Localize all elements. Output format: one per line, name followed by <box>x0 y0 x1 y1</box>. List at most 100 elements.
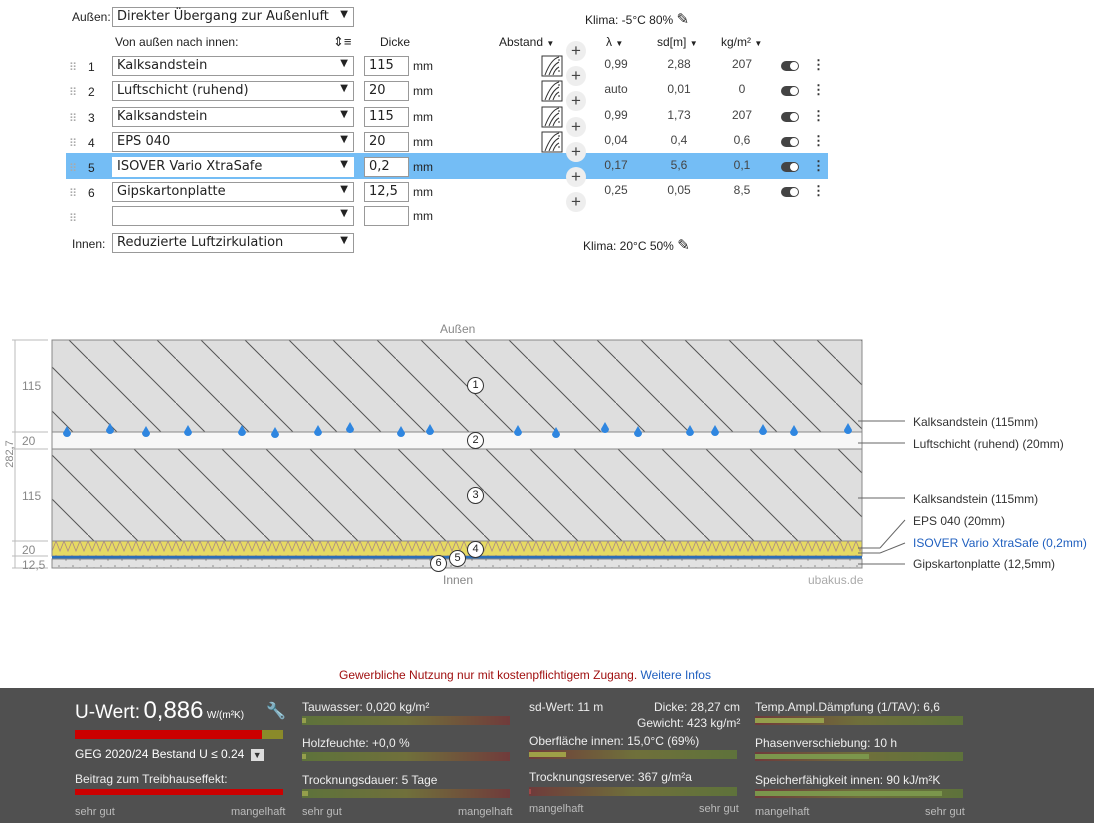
layer-toggle[interactable] <box>781 162 799 172</box>
material-select[interactable]: Luftschicht (ruhend) ▼ <box>112 81 354 101</box>
more-info-link[interactable]: Weitere Infos <box>640 668 711 682</box>
air-gap-icon[interactable] <box>541 55 563 77</box>
wrench-icon[interactable]: 🔧 <box>266 703 286 720</box>
drag-handle-icon[interactable]: ⠿ <box>69 188 78 200</box>
drag-handle-icon[interactable]: ⠿ <box>69 163 78 175</box>
material-select[interactable]: Kalksandstein ▼ <box>112 107 354 127</box>
drag-handle-icon[interactable]: ⠿ <box>69 113 78 125</box>
material-value: Luftschicht (ruhend) <box>117 83 249 98</box>
material-select-empty[interactable]: ▼ <box>112 206 354 226</box>
edit-icon[interactable]: ✎ <box>676 11 690 28</box>
drag-handle-icon[interactable]: ⠿ <box>69 138 78 150</box>
holzfeuchte: Holzfeuchte: +0,0 % <box>302 736 410 750</box>
chevron-down-icon: ▼ <box>340 83 348 94</box>
lambda-value[interactable]: auto <box>604 82 628 96</box>
chevron-down-icon: ▼ <box>340 9 348 20</box>
add-layer-button[interactable]: + <box>566 91 586 111</box>
thickness-input[interactable]: 115 <box>364 107 409 127</box>
material-value: ISOVER Vario XtraSafe <box>117 159 263 174</box>
unit-mm: mm <box>413 84 433 98</box>
scale-good: sehr gut <box>302 806 342 818</box>
inside-select[interactable]: Reduzierte Luftzirkulation ▼ <box>112 233 354 253</box>
thickness-input[interactable]: 12,5 <box>364 182 409 202</box>
lambda-header[interactable]: λ ▼ <box>606 35 623 49</box>
drag-handle-icon[interactable]: ⠿ <box>69 87 78 99</box>
layer-3-shape <box>51 448 863 542</box>
add-layer-button[interactable]: + <box>566 66 586 86</box>
climate-inside[interactable]: Klima: 20°C 50% ✎ <box>583 236 690 254</box>
climate-inside-text: Klima: 20°C 50% <box>583 239 674 253</box>
layer-number: 1 <box>88 60 95 74</box>
add-layer-button[interactable]: + <box>566 117 586 137</box>
material-select[interactable]: ISOVER Vario XtraSafe ▼ <box>112 157 354 177</box>
air-gap-icon[interactable] <box>541 131 563 153</box>
lambda-value[interactable]: 0,04 <box>604 133 628 147</box>
climate-outside[interactable]: Klima: -5°C 80% ✎ <box>585 10 689 28</box>
more-options-icon[interactable]: ⋮ <box>812 133 825 148</box>
phasenverschiebung: Phasenverschiebung: 10 h <box>755 736 898 750</box>
lambda-value[interactable]: 0,99 <box>604 57 628 71</box>
outside-label: Außen: <box>72 10 111 24</box>
layer-marker[interactable]: 5 <box>449 550 466 567</box>
lambda-value[interactable]: 0,99 <box>604 108 628 122</box>
dim-2: 20 <box>22 434 36 448</box>
unit-mm: mm <box>413 110 433 124</box>
thickness-input[interactable]: 0,2 <box>364 157 409 177</box>
holzfeuchte-bar <box>302 752 510 761</box>
thickness-input[interactable]: 20 <box>364 132 409 152</box>
chevron-down-icon: ▼ <box>340 184 348 195</box>
add-layer-button[interactable]: + <box>566 142 586 162</box>
air-gap-icon[interactable] <box>541 106 563 128</box>
more-options-icon[interactable]: ⋮ <box>812 57 825 72</box>
thickness-input[interactable]: 115 <box>364 56 409 76</box>
layer-marker[interactable]: 3 <box>467 487 484 504</box>
layer-toggle[interactable] <box>781 112 799 122</box>
unit-mm: mm <box>413 135 433 149</box>
thickness-input-empty[interactable] <box>364 206 409 226</box>
sort-icon[interactable]: ⇕≡ <box>333 34 352 49</box>
unit-mm: mm <box>413 160 433 174</box>
reserve-bar <box>529 787 737 796</box>
layer-toggle[interactable] <box>781 137 799 147</box>
chevron-down-icon: ▼ <box>340 159 348 170</box>
add-layer-button[interactable]: + <box>566 192 586 212</box>
drag-handle-icon[interactable]: ⠿ <box>69 62 78 74</box>
thickness-input[interactable]: 20 <box>364 81 409 101</box>
material-select[interactable]: Kalksandstein ▼ <box>112 56 354 76</box>
more-options-icon[interactable]: ⋮ <box>812 158 825 173</box>
layer-marker[interactable]: 1 <box>467 377 484 394</box>
scale-bad: mangelhaft <box>529 803 584 815</box>
air-gap-icon[interactable] <box>541 80 563 102</box>
dropdown-icon[interactable]: ▼ <box>250 749 264 761</box>
more-options-icon[interactable]: ⋮ <box>812 183 825 198</box>
add-layer-button[interactable]: + <box>566 167 586 187</box>
layer-toggle[interactable] <box>781 61 799 71</box>
dim-4: 20 <box>22 543 36 557</box>
material-select[interactable]: EPS 040 ▼ <box>112 132 354 152</box>
edit-icon[interactable]: ✎ <box>677 237 690 254</box>
material-select[interactable]: Gipskartonplatte ▼ <box>112 182 354 202</box>
lambda-value[interactable]: 0,17 <box>604 158 628 172</box>
dim-3: 115 <box>22 489 42 503</box>
tauwasser-bar <box>302 716 510 725</box>
oberflaeche: Oberfläche innen: 15,0°C (69%) <box>529 734 700 748</box>
weight-header[interactable]: kg/m² ▼ <box>721 35 762 49</box>
layer-marker[interactable]: 2 <box>467 432 484 449</box>
lambda-value[interactable]: 0,25 <box>604 183 628 197</box>
layer-marker[interactable]: 6 <box>430 555 447 572</box>
distance-header[interactable]: Abstand ▼ <box>499 35 554 49</box>
uwert-value: 0,886 <box>143 697 204 724</box>
geg-standard[interactable]: GEG 2020/24 Bestand U ≤ 0.24 ▼ <box>75 747 264 761</box>
layer-toggle[interactable] <box>781 86 799 96</box>
sd-header[interactable]: sd[m] ▼ <box>657 35 698 49</box>
more-options-icon[interactable]: ⋮ <box>812 82 825 97</box>
sd-value: 0,01 <box>667 82 691 96</box>
more-options-icon[interactable]: ⋮ <box>812 108 825 123</box>
drag-handle-icon[interactable]: ⠿ <box>69 213 78 225</box>
layer-label-6: Gipskartonplatte (12,5mm) <box>913 557 1056 571</box>
layer-toggle[interactable] <box>781 187 799 197</box>
caret-down-icon: ▼ <box>754 39 763 48</box>
outside-select[interactable]: Direkter Übergang zur Außenluft ▼ <box>112 7 354 27</box>
add-layer-button[interactable]: + <box>566 41 586 61</box>
layer-marker[interactable]: 4 <box>467 541 484 558</box>
